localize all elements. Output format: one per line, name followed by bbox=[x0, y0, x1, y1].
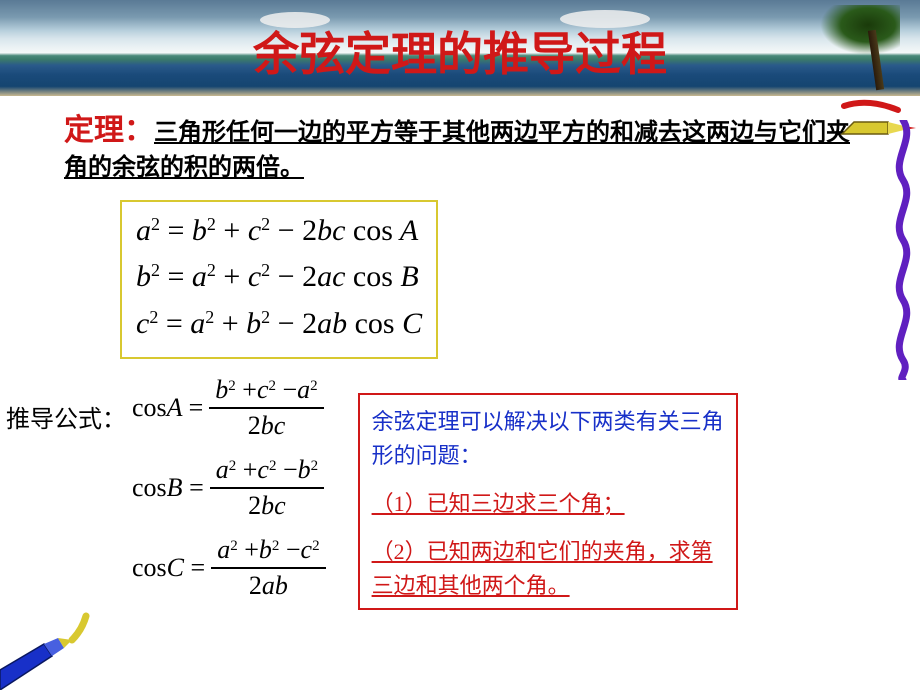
formula-line: c2 = a2 + b2 − 2ab cos C bbox=[136, 301, 422, 348]
applications-item: （2）已知两边和它们的夹角，求第三边和其他两个角。 bbox=[372, 535, 724, 603]
applications-intro: 余弦定理可以解决以下两类有关三角形的问题： bbox=[372, 405, 724, 473]
applications-box: 余弦定理可以解决以下两类有关三角形的问题： （1）已知三边求三个角； （2）已知… bbox=[358, 393, 738, 609]
palm-tree-decor bbox=[740, 0, 920, 96]
theorem-text: 三角形任何一边的平方等于其他两边平方的和减去这两边与它们夹角的余弦的积的两倍。 bbox=[64, 120, 850, 181]
lower-section: 推导公式： cosA =b2 +c2 −a22bc cosB =a2 +c2 −b… bbox=[0, 375, 920, 615]
page-title: 余弦定理的推导过程 bbox=[253, 18, 667, 84]
main-formula-box: a2 = b2 + c2 − 2bc cos Ab2 = a2 + c2 − 2… bbox=[120, 200, 438, 360]
crayon-icon bbox=[0, 610, 90, 690]
derived-formula-line: cosC =a2 +b2 −c22ab bbox=[132, 535, 326, 601]
theorem-label: 定理： bbox=[64, 114, 154, 147]
formula-line: b2 = a2 + c2 − 2ac cos B bbox=[136, 254, 422, 301]
derived-formula-line: cosB =a2 +c2 −b22bc bbox=[132, 455, 326, 521]
header-banner: 余弦定理的推导过程 bbox=[0, 0, 920, 96]
applications-item: （1）已知三边求三个角； bbox=[372, 487, 724, 521]
theorem-statement: 定理：三角形任何一边的平方等于其他两边平方的和减去这两边与它们夹角的余弦的积的两… bbox=[64, 110, 870, 186]
derived-formula-list: cosA =b2 +c2 −a22bc cosB =a2 +c2 −b22bc co… bbox=[132, 375, 326, 615]
formula-line: a2 = b2 + c2 − 2bc cos A bbox=[136, 208, 422, 255]
derived-label: 推导公式： bbox=[6, 399, 126, 434]
derived-formula-line: cosA =b2 +c2 −a22bc bbox=[132, 375, 326, 441]
squiggle-icon bbox=[888, 120, 918, 380]
